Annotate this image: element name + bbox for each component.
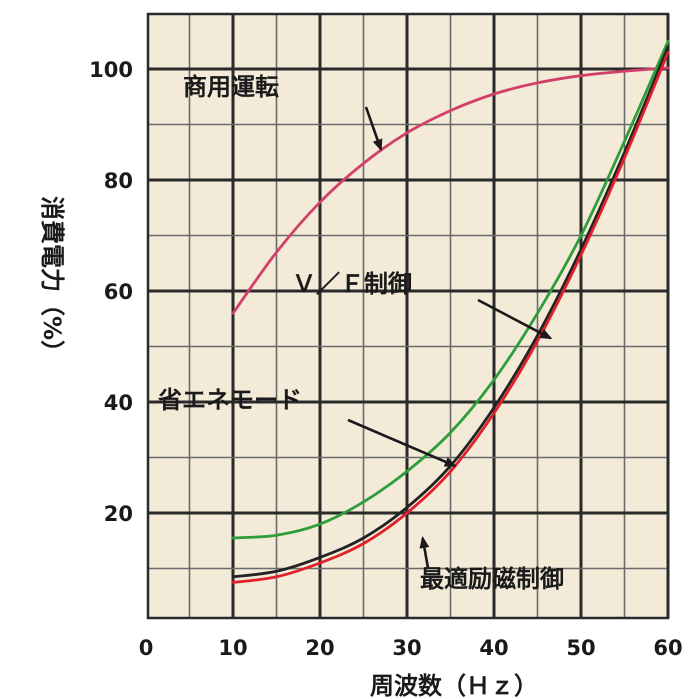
y-axis-label: 消費電力（%） [38, 196, 66, 364]
x-tick-label: 50 [566, 636, 595, 660]
y-tick-label: 100 [89, 58, 133, 82]
x-tick-label: 40 [479, 636, 508, 660]
y-tick-label: 60 [104, 280, 133, 304]
x-tick-label: 20 [305, 636, 334, 660]
arrow-energy-saving-mode [347, 418, 457, 468]
plot-border [146, 12, 670, 620]
x-tick-label: 10 [218, 636, 247, 660]
x-axis-label: 周波数（Ｈｚ） [370, 672, 538, 699]
series-line-energy-saving-mode [231, 45, 670, 579]
annotation-optimal-excitation: 最適励磁制御 [420, 565, 564, 593]
series-line-optimal-excitation [231, 51, 670, 584]
y-tick-label: 80 [104, 169, 133, 193]
x-tick-label: 60 [653, 636, 682, 660]
annotation-arrows [347, 106, 553, 569]
arrow-vf-control [477, 298, 553, 340]
grid [146, 12, 670, 620]
arrow-commercial [364, 106, 383, 152]
y-tick-label: 40 [104, 391, 133, 415]
annotation-vf-control: Ｖ／Ｆ制御 [292, 270, 412, 298]
arrow-optimal-excitation [419, 536, 430, 569]
series-line-commercial [231, 66, 670, 315]
y-tick-label: 20 [104, 502, 133, 526]
x-tick-label: 30 [392, 636, 421, 660]
series-lines [231, 39, 670, 584]
axis-ticks: 0 10 20 30 40 50 60 20 40 60 80 100 [89, 58, 682, 660]
x-tick-label: 0 [139, 636, 154, 660]
series-line-vf-control [231, 39, 670, 540]
annotation-commercial: 商用運転 [183, 73, 279, 101]
annotation-energy-saving-mode: 省エネモード [157, 386, 302, 414]
